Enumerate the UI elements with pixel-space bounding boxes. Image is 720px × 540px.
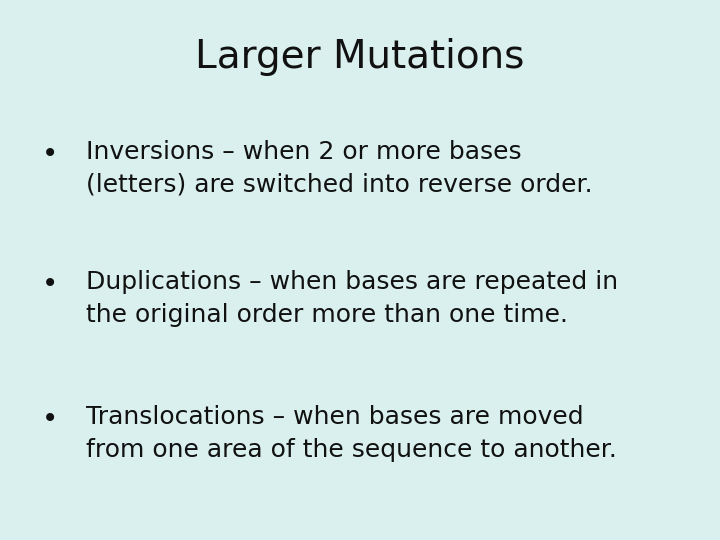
- Text: Larger Mutations: Larger Mutations: [195, 38, 525, 76]
- Text: Duplications – when bases are repeated in
the original order more than one time.: Duplications – when bases are repeated i…: [86, 270, 618, 327]
- Text: •: •: [42, 405, 58, 433]
- Text: Translocations – when bases are moved
from one area of the sequence to another.: Translocations – when bases are moved fr…: [86, 405, 617, 462]
- Text: Inversions – when 2 or more bases
(letters) are switched into reverse order.: Inversions – when 2 or more bases (lette…: [86, 140, 593, 197]
- Text: •: •: [42, 270, 58, 298]
- Text: •: •: [42, 140, 58, 168]
